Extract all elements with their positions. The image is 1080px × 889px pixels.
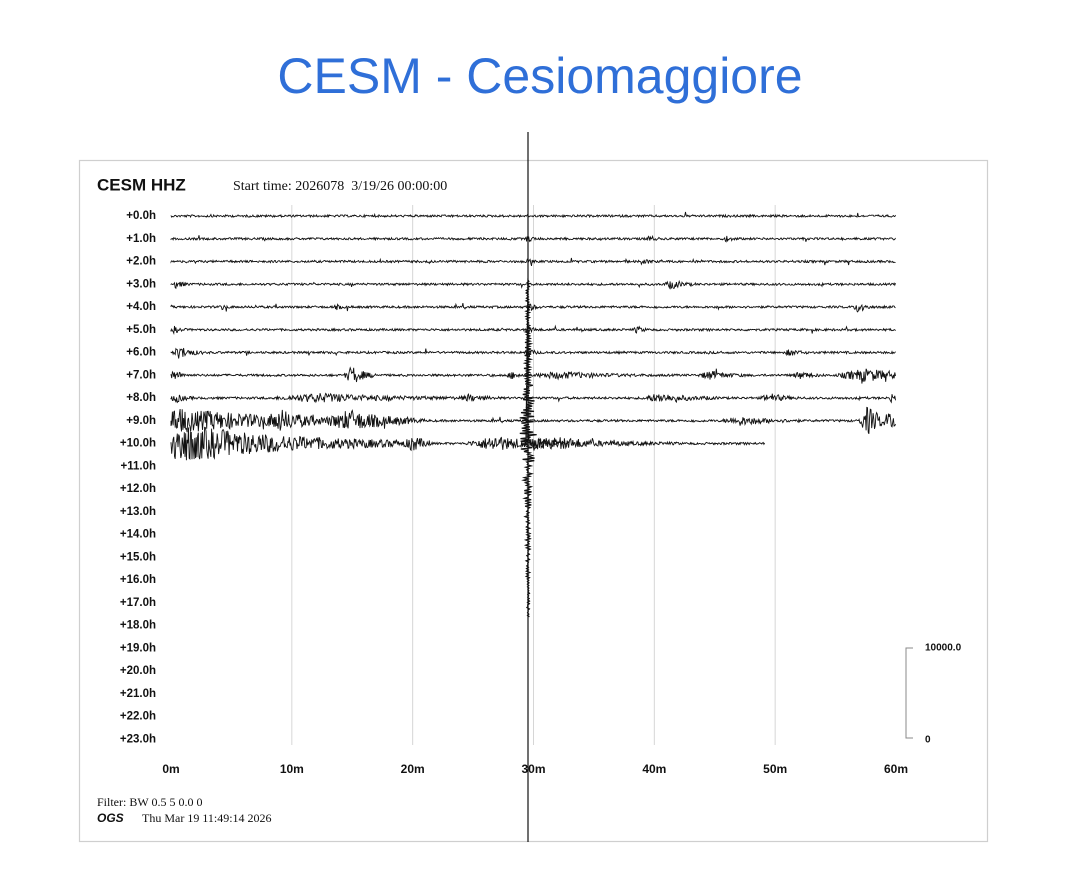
row-label: +13.0h [120, 506, 156, 518]
row-label: +5.0h [126, 324, 156, 336]
row-label: +16.0h [120, 574, 156, 586]
seismic-trace [170, 234, 896, 243]
row-label: +11.0h [121, 460, 157, 472]
row-label: +22.0h [120, 711, 156, 723]
x-label: 40m [642, 762, 666, 776]
row-label: +14.0h [120, 529, 156, 541]
row-label: +12.0h [120, 483, 156, 495]
station-label: CESM HHZ [97, 175, 186, 194]
x-label: 60m [884, 762, 908, 776]
seismic-trace [170, 347, 896, 359]
x-label: 30m [521, 762, 545, 776]
x-label: 20m [401, 762, 425, 776]
x-labels: 0m 10m 20m 30m 40m 50m 60m [162, 762, 908, 776]
row-labels: +0.0h +1.0h +2.0h +3.0h +4.0h +5.0h +6.0h +7.0h… [120, 210, 156, 745]
seismic-trace [170, 426, 765, 461]
start-time: Start time: 2026078 3/19/26 00:00:00 [233, 179, 447, 194]
time-grid [291, 205, 776, 745]
row-label: +20.0h [120, 665, 156, 677]
row-label: +9.0h [126, 415, 156, 427]
scale-bottom: 0 [925, 735, 931, 746]
row-label: +23.0h [120, 733, 156, 745]
row-label: +1.0h [126, 233, 156, 245]
row-label: +6.0h [126, 347, 156, 359]
scale-bracket [905, 647, 913, 739]
filter-info: Filter: BW 0.5 5 0.0 0 [97, 795, 202, 809]
seismic-trace [170, 302, 896, 313]
x-label: 50m [763, 762, 787, 776]
row-label: +19.0h [120, 642, 156, 654]
x-label: 0m [162, 762, 179, 776]
row-label: +17.0h [120, 597, 156, 609]
earthquake-coda [527, 433, 570, 451]
seismic-trace [170, 279, 896, 290]
row-label: +8.0h [126, 392, 156, 404]
row-label: +18.0h [120, 620, 156, 632]
page-title: CESM - Cesiomaggiore [277, 48, 802, 104]
seismic-trace [170, 366, 896, 384]
row-label: +21.0h [120, 688, 156, 700]
seismic-trace [170, 392, 896, 404]
row-label: +3.0h [126, 278, 156, 290]
agency: OGS [97, 811, 124, 825]
seismic-trace [170, 211, 896, 219]
row-label: +15.0h [120, 551, 156, 563]
row-label: +7.0h [126, 369, 156, 381]
seismic-trace [170, 324, 896, 335]
scale-top: 10000.0 [925, 643, 962, 654]
timestamp: Thu Mar 19 11:49:14 2026 [142, 811, 272, 825]
row-label: +10.0h [120, 438, 156, 450]
seismic-trace [170, 406, 896, 434]
x-label: 10m [280, 762, 304, 776]
row-label: +0.0h [126, 210, 156, 222]
traces [170, 211, 896, 618]
seismic-trace [170, 257, 896, 267]
row-label: +2.0h [126, 256, 156, 268]
row-label: +4.0h [126, 301, 156, 313]
